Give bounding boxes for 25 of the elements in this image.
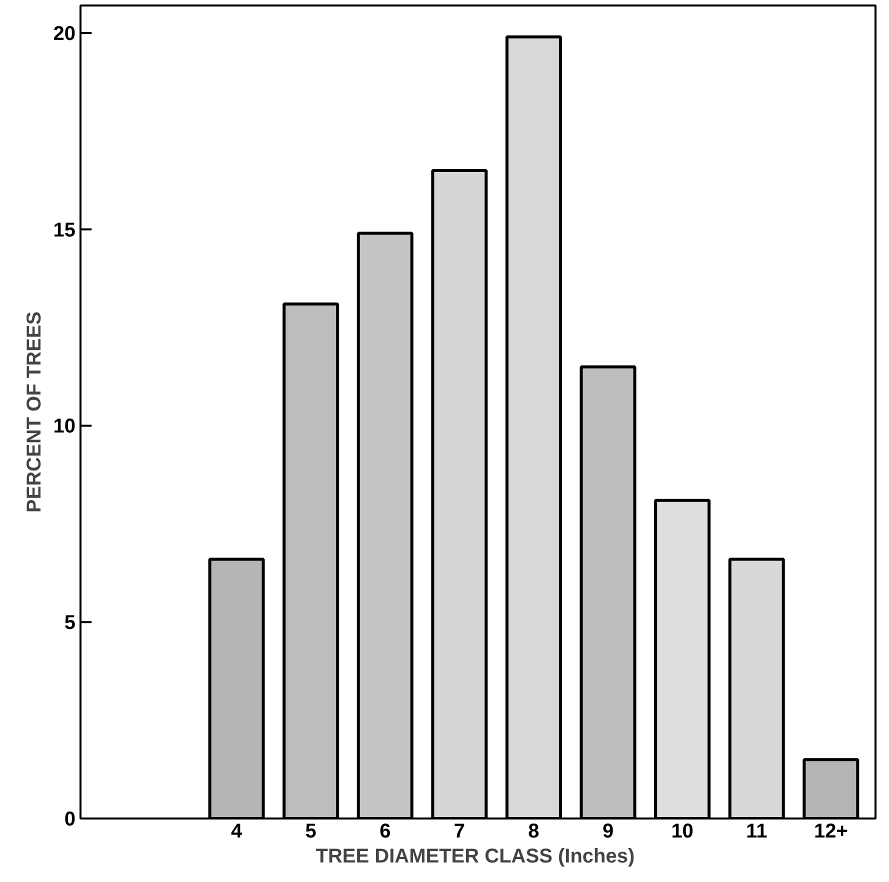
x-tick-label: 4: [230, 820, 243, 842]
x-tick-label: 5: [305, 820, 316, 842]
x-tick-label: 8: [528, 820, 540, 842]
bar: [654, 498, 711, 818]
y-axis-title: PERCENT OF TREES: [23, 311, 46, 513]
x-tick-label: 7: [454, 820, 465, 842]
y-tick-label: 10: [53, 416, 76, 438]
bar: [580, 365, 636, 818]
y-tick-label: 5: [64, 612, 76, 634]
bar: [282, 302, 340, 818]
bar: [728, 558, 785, 818]
y-tick-label: 0: [64, 808, 76, 830]
x-tick-label: 9: [602, 820, 614, 842]
bar: [802, 758, 860, 818]
y-tick-label: 15: [53, 219, 76, 242]
bar: [505, 35, 562, 818]
x-tick-label: 10: [671, 820, 694, 842]
y-tick-label: 20: [53, 22, 76, 45]
x-tick-label: 12+: [814, 820, 848, 842]
bar: [356, 232, 414, 818]
bar: [208, 558, 265, 818]
x-tick-label: 11: [746, 820, 768, 842]
x-axis-title: TREE DIAMETER CLASS (Inches): [316, 846, 635, 868]
x-tick-label: 6: [380, 820, 391, 842]
bar: [431, 168, 488, 818]
